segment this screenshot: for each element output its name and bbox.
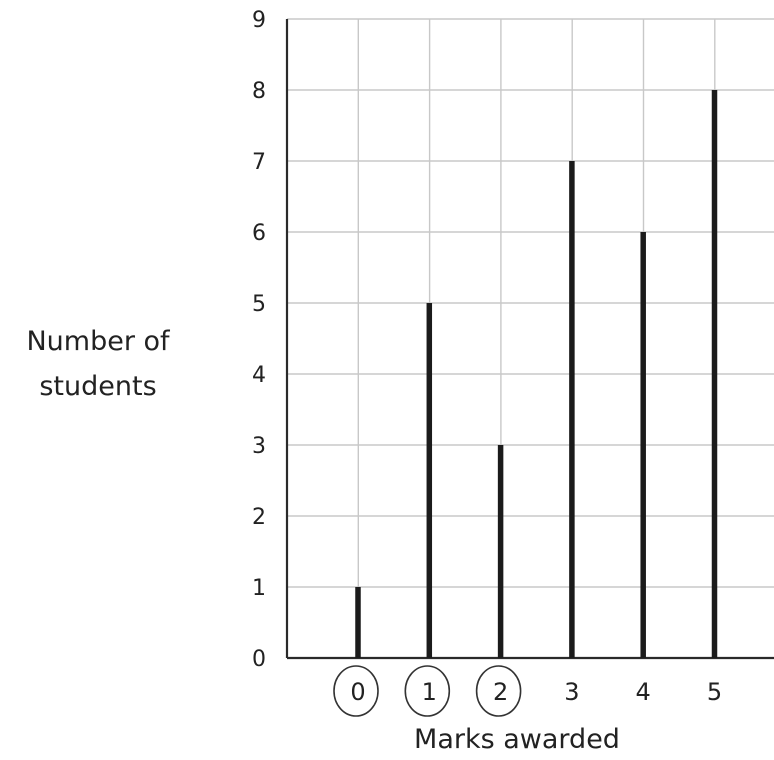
x-tick-label: 0 xyxy=(350,678,365,706)
y-tick-label: 0 xyxy=(252,647,266,672)
y-tick-label: 7 xyxy=(252,150,266,175)
hand-drawn-circle-mark xyxy=(475,665,522,717)
x-tick-label: 2 xyxy=(493,678,508,706)
x-tick-label: 4 xyxy=(636,678,651,706)
x-tick-label: 3 xyxy=(564,678,579,706)
x-axis-label: Marks awarded xyxy=(414,724,620,755)
y-tick-labels: 0 1 2 3 4 5 6 7 8 9 xyxy=(252,8,266,672)
hand-drawn-circle-mark xyxy=(333,665,379,717)
chart-grid xyxy=(287,18,774,658)
y-axis-label-line-1: Number of xyxy=(26,326,171,357)
x-tick-labels: 0 1 2 3 4 5 xyxy=(350,678,722,706)
y-tick-label: 5 xyxy=(252,292,266,317)
x-tick-label: 5 xyxy=(707,678,722,706)
chart-axes xyxy=(285,19,774,660)
x-tick-label: 1 xyxy=(422,678,437,706)
y-tick-label: 4 xyxy=(252,363,266,388)
circled-tick-marks xyxy=(333,665,522,717)
y-tick-label: 3 xyxy=(252,434,266,459)
y-tick-label: 8 xyxy=(252,79,266,104)
y-tick-label: 9 xyxy=(252,8,266,33)
y-axis-label-line-2: students xyxy=(39,371,156,402)
hand-drawn-circle-mark xyxy=(404,665,451,717)
y-tick-label: 2 xyxy=(252,505,266,530)
y-tick-label: 6 xyxy=(252,221,266,246)
y-tick-label: 1 xyxy=(252,576,266,601)
chart-bars xyxy=(355,90,718,658)
